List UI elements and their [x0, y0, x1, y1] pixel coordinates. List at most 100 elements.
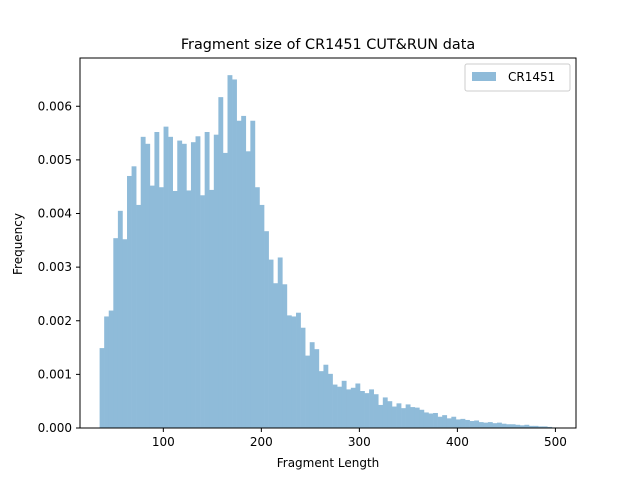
histogram-bar	[410, 407, 416, 428]
histogram-bar	[350, 387, 356, 428]
y-tick-label: 0.001	[38, 367, 72, 381]
histogram-bar	[227, 75, 233, 428]
histogram-bar	[478, 422, 484, 428]
histogram-bar	[195, 136, 201, 429]
histogram-bar	[190, 142, 196, 428]
histogram-bar	[300, 327, 306, 428]
x-tick-label: 300	[348, 435, 371, 449]
histogram-bar	[474, 420, 480, 428]
histogram-bar	[222, 152, 228, 428]
histogram-bar	[181, 143, 187, 429]
histogram-bar	[423, 412, 429, 428]
x-tick-label: 100	[152, 435, 175, 449]
histogram-bar	[163, 126, 169, 428]
histogram-bar	[332, 384, 338, 428]
histogram-bar	[487, 422, 493, 428]
histogram-bar	[433, 412, 438, 428]
histogram-bar	[538, 426, 543, 428]
histogram-bar	[286, 315, 292, 428]
y-tick-label: 0.004	[38, 207, 72, 221]
histogram-bar	[305, 355, 311, 428]
histogram-bar	[108, 310, 114, 428]
histogram-bar	[172, 190, 178, 428]
histogram-bar	[273, 283, 279, 428]
histogram-bar	[524, 424, 530, 428]
histogram-bar	[497, 422, 502, 428]
histogram-bar	[405, 404, 411, 428]
histogram-bar	[542, 426, 548, 428]
histogram-bar	[396, 403, 402, 428]
histogram-bar	[282, 284, 288, 428]
histogram-bar	[250, 120, 256, 429]
histogram-bar	[309, 342, 315, 428]
histogram-bar	[149, 185, 155, 428]
histogram-bar	[296, 312, 301, 428]
histogram-bar	[131, 166, 137, 428]
histogram-bar	[277, 257, 283, 428]
histogram-bar	[245, 151, 251, 429]
histogram-bar	[113, 238, 119, 428]
histogram-bar	[501, 423, 507, 428]
histogram-bar	[168, 136, 173, 428]
y-tick-label: 0.005	[38, 153, 72, 167]
histogram-bar	[314, 349, 320, 428]
histogram-bar	[387, 401, 393, 428]
histogram-bar	[104, 316, 110, 428]
histogram-bar	[437, 416, 443, 428]
histogram-bar	[236, 120, 242, 429]
histogram-bar	[346, 389, 352, 428]
histogram-bar	[428, 413, 434, 428]
histogram-bar	[122, 239, 128, 428]
y-tick-label: 0.002	[38, 314, 72, 328]
histogram-bar	[328, 373, 333, 428]
histogram-bar	[446, 418, 452, 428]
histogram-bar	[127, 175, 132, 428]
histogram-bar	[213, 134, 219, 428]
histogram-bar	[337, 386, 343, 428]
plot-frame	[79, 57, 577, 429]
histogram-bar	[268, 259, 274, 428]
legend-swatch	[472, 72, 496, 81]
legend: CR1451	[464, 63, 571, 92]
legend-frame	[464, 63, 571, 92]
histogram-bar	[200, 195, 205, 428]
histogram-bar	[355, 383, 361, 428]
histogram-bar	[465, 419, 470, 428]
histogram-bar	[154, 132, 160, 428]
histogram-bar	[455, 419, 461, 428]
histogram-bar	[492, 423, 498, 428]
histogram-bar	[177, 140, 183, 428]
histogram-bar	[291, 316, 297, 428]
histogram-bar	[510, 424, 516, 428]
histogram-bar	[264, 231, 269, 428]
histogram-bar	[528, 425, 534, 428]
histogram-bar	[382, 397, 388, 428]
histogram-bar	[391, 406, 397, 428]
histogram-bar	[359, 391, 365, 428]
histogram-bar	[519, 425, 525, 428]
histogram-bar	[254, 187, 260, 428]
histogram-bar	[186, 190, 192, 428]
histogram-bar	[378, 404, 384, 428]
histogram-bar	[419, 409, 425, 428]
bars-layer	[99, 75, 557, 429]
histogram-bar	[204, 132, 210, 428]
histogram-bar	[117, 210, 123, 428]
x-axis-label: Fragment Length	[277, 456, 380, 470]
histogram-bar	[158, 187, 164, 428]
histogram-bar	[259, 204, 265, 428]
histogram-bar	[469, 421, 475, 428]
y-tick-label: 0.006	[38, 99, 72, 113]
histogram-bar	[218, 97, 224, 428]
y-tick-label: 0.003	[38, 260, 72, 274]
chart-title: Fragment size of CR1451 CUT&RUN data	[181, 37, 475, 53]
histogram-bar	[460, 418, 466, 428]
histogram-bar	[373, 394, 379, 428]
x-tick-label: 400	[446, 435, 469, 449]
histogram-bar	[364, 393, 370, 428]
histogram-bar	[318, 371, 324, 428]
histogram-bar	[99, 348, 105, 428]
histogram-bar	[533, 425, 539, 428]
